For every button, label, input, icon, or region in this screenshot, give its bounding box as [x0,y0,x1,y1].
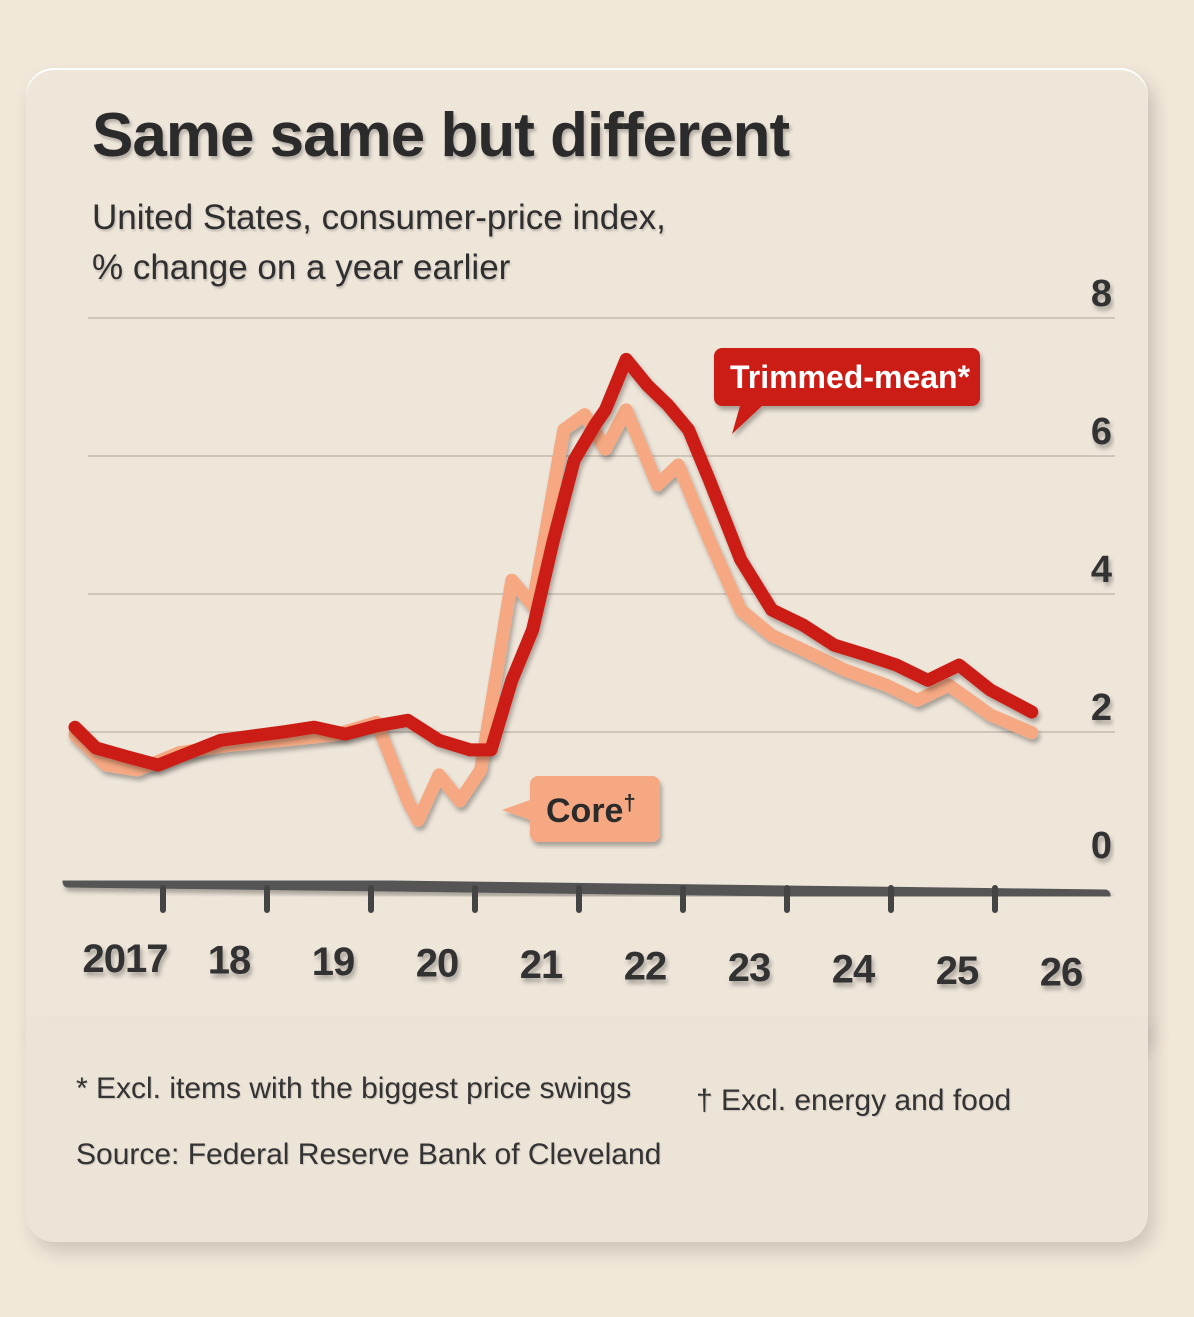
x-tick-label: 18 [208,939,251,983]
footnote-trimmed: * Excl. items with the biggest price swi… [76,1072,632,1105]
source-note: Source: Federal Reserve Bank of Clevelan… [76,1138,662,1171]
y-tick-label: 0 [1091,825,1112,867]
x-tick-label: 24 [832,948,876,992]
subtitle-line-2: % change on a year earlier [92,248,511,287]
footnote-core: † Excl. energy and food [696,1084,1012,1117]
x-tick-label: 25 [936,949,979,993]
core-label-text: Core [546,792,623,830]
x-tick-label: 26 [1040,951,1083,995]
x-tick-label: 22 [624,945,667,989]
chart-title: Same same but different [92,101,790,170]
y-tick-label: 4 [1091,549,1112,591]
core-label-dagger: † [623,790,635,815]
x-tick-label: 21 [520,943,563,987]
x-axis-line [62,876,1111,901]
trimmed-mean-line [68,352,1039,772]
y-tick-label: 2 [1091,687,1112,729]
x-tick-label: 2017 [83,937,168,981]
trimmed-mean-label-bubble [714,348,980,434]
core-label: Core† [546,790,636,830]
trimmed-mean-label: Trimmed-mean* [730,359,971,395]
x-tick-label: 19 [312,940,355,984]
subtitle-line-1: United States, consumer-price index, [92,198,666,237]
y-tick-label: 6 [1091,411,1112,453]
chart-subtitle: United States, consumer-price index, % c… [92,193,666,293]
core-line [68,403,1039,827]
footnote-card [26,1020,1148,1242]
core-label-bubble [502,776,660,842]
x-tick-label: 23 [728,946,771,990]
x-tick-label: 20 [416,942,459,986]
y-tick-label: 8 [1091,273,1112,315]
